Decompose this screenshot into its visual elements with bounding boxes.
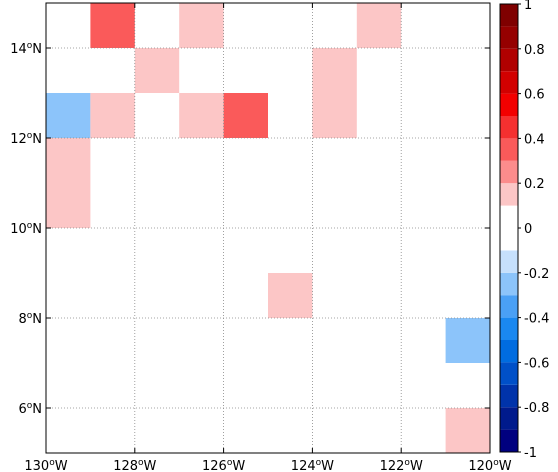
y-tick-label: 10oN bbox=[10, 221, 42, 237]
x-tick-label: 120oW bbox=[468, 458, 511, 472]
heatmap-cell bbox=[356, 3, 402, 48]
colorbar-bin bbox=[500, 183, 518, 206]
colorbar-bin bbox=[500, 384, 518, 408]
heatmap-cell bbox=[90, 273, 135, 318]
colorbar-tick-label: -0.8 bbox=[524, 401, 549, 416]
y-tick-label: 6oN bbox=[18, 401, 42, 417]
heatmap-cell bbox=[356, 183, 402, 228]
x-axis: 130oW 128oW 126oW 124oW 122oW 120oW bbox=[24, 3, 512, 472]
colorbar-bin bbox=[500, 407, 518, 430]
heatmap-cell bbox=[445, 408, 490, 453]
heatmap-cell bbox=[46, 363, 91, 408]
colorbar-bin bbox=[500, 116, 518, 139]
colorbar-bin bbox=[500, 205, 518, 228]
colorbar-tick-label: -1 bbox=[524, 446, 537, 461]
heatmap-cell bbox=[445, 318, 490, 363]
heatmap-cell bbox=[179, 93, 224, 138]
heatmap-cell bbox=[223, 93, 268, 138]
colorbar-bin bbox=[500, 48, 518, 72]
heatmap-cell bbox=[179, 318, 224, 363]
heatmap-cell bbox=[312, 93, 357, 138]
colorbar-bin bbox=[500, 4, 518, 27]
heatmap-cell bbox=[46, 138, 91, 183]
colorbar-tick-label: -0.4 bbox=[524, 312, 549, 327]
heatmap-cell bbox=[223, 228, 268, 273]
colorbar-bin bbox=[500, 272, 518, 296]
heatmap-cell bbox=[46, 183, 91, 228]
heatmap-cell bbox=[46, 318, 91, 363]
colorbar-tick-label: 1 bbox=[524, 0, 532, 13]
colorbar-tick-label: -0.6 bbox=[524, 356, 549, 371]
x-tick-label: 122oW bbox=[380, 458, 423, 472]
colorbar-tick-label: 0 bbox=[524, 222, 532, 237]
colorbar-bin bbox=[500, 26, 518, 49]
y-tick-label: 8oN bbox=[18, 311, 42, 327]
heatmap-cell bbox=[445, 273, 490, 318]
colorbar-bin bbox=[500, 340, 518, 363]
colorbar-bin bbox=[500, 429, 518, 452]
y-axis: 6oN 8oN 10oN 12oN 14oN bbox=[10, 41, 490, 417]
heatmap-cell bbox=[268, 273, 313, 318]
heatmap-cell bbox=[312, 48, 357, 93]
colorbar-bin bbox=[500, 71, 518, 94]
heatmap-cell bbox=[46, 93, 91, 138]
colorbar-bin bbox=[500, 362, 518, 385]
heatmap-cell bbox=[268, 93, 313, 138]
colorbar-tick-label: -0.2 bbox=[524, 267, 549, 282]
x-tick-label: 128oW bbox=[113, 458, 156, 472]
colorbar-tick-label: 0.2 bbox=[524, 177, 545, 192]
x-tick-label: 124oW bbox=[291, 458, 334, 472]
x-tick-label: 126oW bbox=[202, 458, 245, 472]
heatmap-cell bbox=[90, 3, 135, 48]
y-tick-label: 14oN bbox=[10, 41, 42, 57]
colorbar-tick-label: 0.4 bbox=[524, 132, 545, 147]
heatmap-cells bbox=[46, 3, 490, 453]
colorbar-bin bbox=[500, 160, 518, 184]
heatmap-cell bbox=[268, 408, 313, 453]
heatmap-cell bbox=[46, 228, 91, 273]
colorbar: 1 0.8 0.6 0.4 0.2 0 -0.2 -0.4 -0.6 -0.8 -1 bbox=[499, 0, 549, 461]
x-tick-label: 130oW bbox=[24, 458, 67, 472]
y-tick-label: 12oN bbox=[10, 131, 42, 147]
colorbar-bin bbox=[500, 295, 518, 318]
heatmap-cell bbox=[356, 318, 402, 363]
heatmap-cell bbox=[46, 273, 91, 318]
colorbar-bin bbox=[500, 93, 518, 116]
heatmap-cell bbox=[356, 363, 402, 408]
heatmap-cell bbox=[134, 228, 180, 273]
colorbar-bin bbox=[500, 228, 518, 251]
heatmap-cell bbox=[179, 3, 224, 48]
colorbar-bin bbox=[500, 250, 518, 273]
colorbar-tick-label: 0.8 bbox=[524, 43, 545, 58]
colorbar-bin bbox=[500, 317, 518, 340]
heatmap-cell bbox=[90, 93, 135, 138]
colorbar-bin bbox=[500, 138, 518, 161]
heatmap-cell bbox=[134, 48, 180, 93]
colorbar-tick-label: 0.6 bbox=[524, 88, 545, 103]
